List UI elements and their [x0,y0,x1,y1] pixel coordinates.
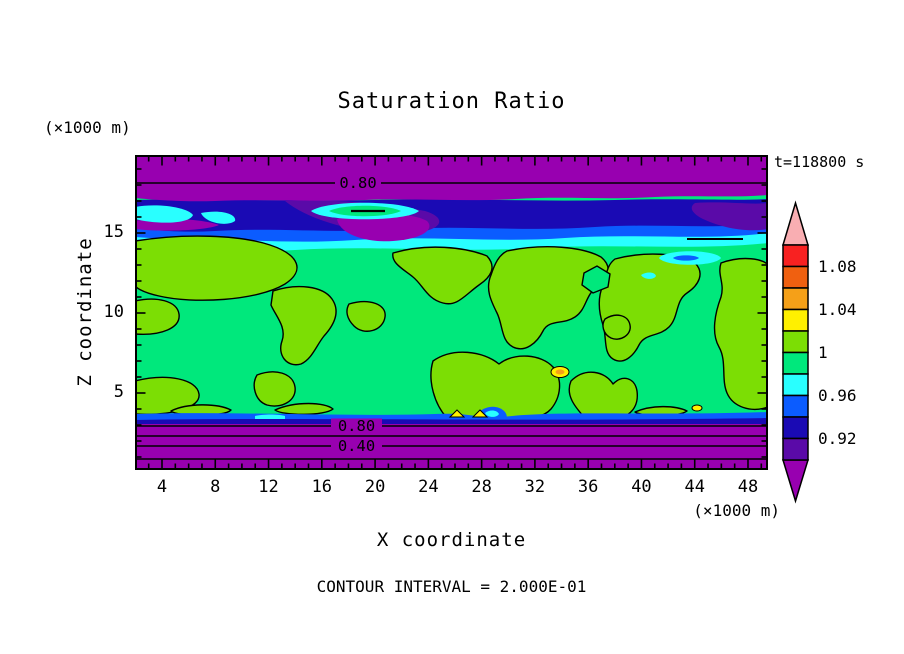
cool-pockets [641,238,743,279]
z-tick-label: 10 [103,302,124,322]
plot-area: 0.80 [134,155,769,470]
x-tick-label: 12 [258,477,279,497]
x-tick-label: 4 [156,477,168,497]
x-tick-label: 44 [684,477,705,497]
colorbar-box [782,373,809,397]
colorbar-label: 0.96 [818,386,857,405]
time-stamp: t=118800 s [774,153,865,171]
colorbar: 1.08 1.04 1 0.96 0.92 [780,200,904,512]
x-tick-label: 32 [524,477,546,497]
colorbar-box [782,330,809,354]
page-title: Saturation Ratio [337,89,566,114]
bottom-contour-lines [136,425,767,460]
supersaturated-blobs [134,235,769,419]
colorbar-box [782,287,809,311]
x-tick-label: 40 [631,477,652,497]
contour-label-080-top: 0.80 [339,174,376,192]
colorbar-label: 0.92 [818,429,857,448]
x-tick-label: 16 [311,477,333,497]
colorbar-box [782,416,809,440]
z-axis-unit: (×1000 m) [44,118,131,137]
x-axis-unit: (×1000 m) [693,501,780,520]
colorbar-label: 1.08 [818,257,857,276]
colorbar-box [782,437,809,461]
upper-transition-bands [135,199,768,252]
colorbar-box [782,394,809,418]
x-tick-label: 8 [210,477,221,497]
z-tick-labels: 15 10 5 [94,0,124,654]
x-tick-label: 48 [737,477,759,497]
colorbar-box [782,244,809,268]
colorbar-label: 1 [818,343,828,362]
z-axis-label: Z coordinate [74,237,96,387]
z-tick-label: 15 [103,222,124,242]
axis-ticks [136,156,767,469]
x-axis-label: X coordinate [376,529,527,551]
colorbar-box [782,351,809,375]
colorbar-label: 1.04 [818,300,857,319]
maxima-spots [550,366,703,412]
colorbar-box [782,265,809,289]
x-tick-label: 36 [577,477,599,497]
x-tick-label: 20 [364,477,386,497]
colorbar-arrow-down [781,459,810,504]
contour-hole [581,265,611,294]
z-tick-label: 5 [113,382,124,402]
colorbar-box [782,308,809,332]
colorbar-arrow-up [781,200,810,246]
contour-field: 0.80 [134,155,769,470]
contour-interval-note: CONTOUR INTERVAL = 2.000E-01 [316,577,587,596]
x-tick-label: 28 [471,477,492,497]
x-tick-label: 24 [418,477,439,497]
plot-frame [135,155,768,470]
contour-label-040-bottom: 0.40 [338,437,375,455]
colorbar-svg: 1.08 1.04 1 0.96 0.92 [781,200,857,504]
bottom-subsaturated-band: 0.80 0.40 [135,406,768,470]
contour-label-080-bottom: 0.80 [338,417,375,435]
top-subsaturated-band: 0.80 [135,155,768,202]
x-tick-labels: 4 8 12 16 20 24 28 32 36 40 44 48 [0,477,904,499]
